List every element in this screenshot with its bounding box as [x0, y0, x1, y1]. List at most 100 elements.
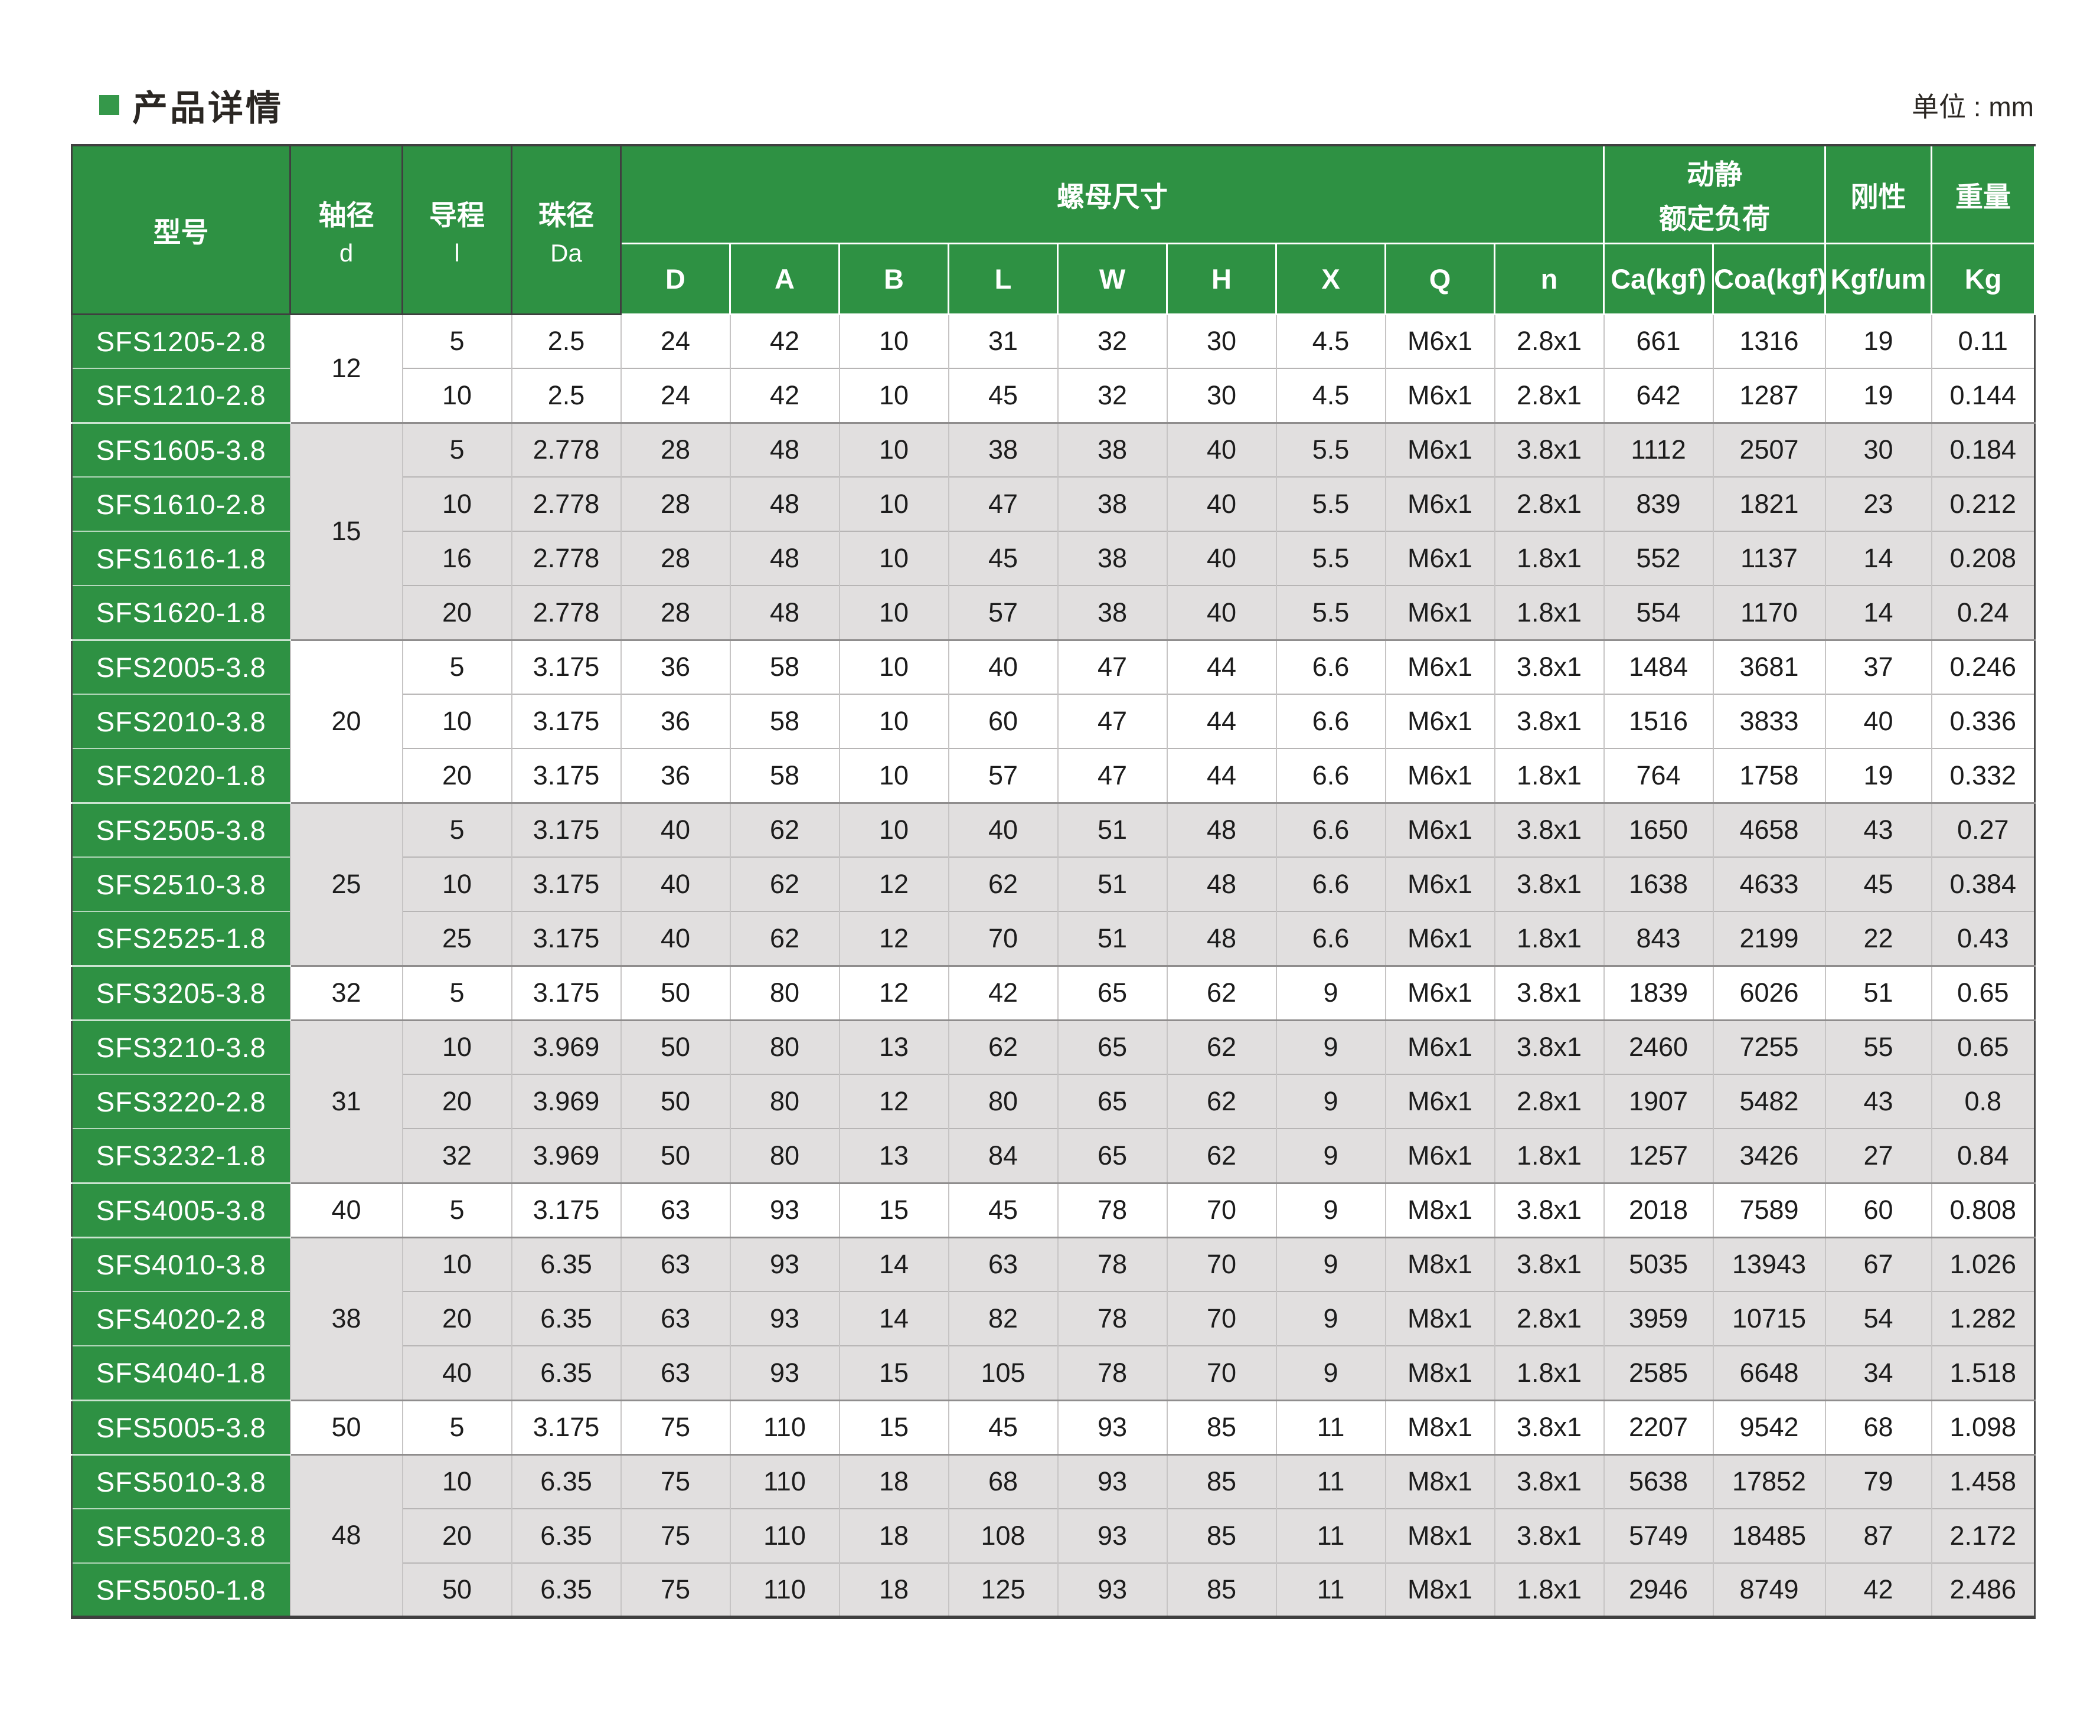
cell-D: 36: [620, 694, 730, 748]
cell-n: 3.8x1: [1494, 421, 1604, 477]
sub-header-A: A: [729, 242, 840, 315]
cell-H: 70: [1166, 1291, 1276, 1346]
cell-B: 18: [838, 1508, 949, 1563]
cell-ca-load: 1484: [1603, 639, 1713, 694]
cell-weight: 0.144: [1931, 368, 2035, 423]
cell-B: 13: [838, 1128, 949, 1183]
col-header-lead: 导程 l: [401, 144, 512, 315]
cell-ca-load: 1257: [1603, 1128, 1713, 1183]
cell-X: 9: [1275, 1345, 1386, 1400]
cell-A: 93: [729, 1182, 840, 1237]
cell-W: 32: [1057, 313, 1167, 368]
cell-A: 42: [729, 313, 840, 368]
sub-header-row: D A B L W H X Q n Ca(kgf) Coa(kgf) Kgf/u…: [72, 242, 2036, 315]
cell-weight: 1.282: [1931, 1291, 2035, 1346]
cell-D: 63: [620, 1345, 730, 1400]
cell-W: 51: [1057, 911, 1167, 966]
cell-X: 6.6: [1275, 748, 1386, 803]
cell-L: 40: [948, 802, 1058, 857]
product-spec-table: 型号 轴径 d 导程 l 珠径 Da 螺母尺寸 动静 额定负荷 刚性 重量 D A B …: [71, 144, 2036, 1619]
cell-Q: M6x1: [1384, 368, 1495, 423]
col-header-shaft-diameter: 轴径 d: [289, 144, 403, 315]
cell-A: 58: [729, 639, 840, 694]
cell-D: 50: [620, 1074, 730, 1129]
col-header-rigidity: 刚性: [1824, 144, 1933, 244]
cell-D: 28: [620, 421, 730, 477]
cell-n: 2.8x1: [1494, 368, 1604, 423]
cell-ca-load: 661: [1603, 313, 1713, 368]
cell-X: 9: [1275, 1236, 1386, 1292]
cell-ca-load: 1638: [1603, 856, 1713, 911]
cell-ca-load: 552: [1603, 531, 1713, 586]
cell-D: 36: [620, 639, 730, 694]
cell-B: 15: [838, 1345, 949, 1400]
cell-B: 12: [838, 856, 949, 911]
cell-coa-load: 1821: [1712, 476, 1825, 531]
cell-lead: 5: [401, 313, 512, 368]
cell-lead: 10: [401, 856, 512, 911]
cell-B: 10: [838, 368, 949, 423]
cell-L: 57: [948, 748, 1058, 803]
cell-weight: 0.43: [1931, 911, 2035, 966]
cell-weight: 0.212: [1931, 476, 2035, 531]
table-row: SFS2020-1.8 20 3.175 36 58 10 57 47 44 6.6 M6x1 1.8…: [71, 748, 2035, 803]
cell-B: 10: [838, 639, 949, 694]
page-header: 产品详情 单位 : mm: [99, 76, 2034, 135]
cell-B: 13: [838, 1019, 949, 1074]
table-row: SFS4005-3.8 40 5 3.175 63 93 15 45 78 70 9 M8x1 3.8x…: [71, 1182, 2035, 1237]
cell-coa-load: 5482: [1712, 1074, 1825, 1129]
cell-L: 84: [948, 1128, 1058, 1183]
cell-X: 6.6: [1275, 856, 1386, 911]
table-row: SFS1605-3.8 15 5 2.778 28 48 10 38 38 40 5.5 M6x1 3.…: [71, 421, 2035, 640]
table-row: SFS1205-2.8 12 5 2.5 24 42 10 31 32 30 4.5 M6x1 2.8x…: [71, 313, 2035, 423]
cell-Q: M6x1: [1384, 856, 1495, 911]
cell-lead: 20: [401, 585, 512, 640]
cell-L: 60: [948, 694, 1058, 748]
table-row: SFS2510-3.8 10 3.175 40 62 12 62 51 48 6.6 M6x1 3.8…: [71, 856, 2035, 911]
cell-X: 4.5: [1275, 368, 1386, 423]
cell-ca-load: 5035: [1603, 1236, 1713, 1292]
table-row: SFS1210-2.8 10 2.5 24 42 10 45 32 30 4.5 M6x1 2.8x1…: [71, 368, 2035, 423]
cell-D: 40: [620, 802, 730, 857]
cell-H: 44: [1166, 694, 1276, 748]
sub-header-W: W: [1057, 242, 1168, 315]
cell-W: 47: [1057, 748, 1167, 803]
cell-W: 78: [1057, 1236, 1167, 1292]
cell-ca-load: 764: [1603, 748, 1713, 803]
cell-H: 30: [1166, 313, 1276, 368]
cell-H: 85: [1166, 1453, 1276, 1509]
cell-Q: M8x1: [1384, 1182, 1495, 1237]
cell-W: 65: [1057, 965, 1167, 1020]
cell-ball-diameter: 3.175: [511, 748, 621, 803]
cell-rigidity: 37: [1824, 639, 1932, 694]
cell-ball-diameter: 3.175: [511, 1399, 621, 1454]
cell-ball-diameter: 6.35: [511, 1453, 621, 1509]
cell-A: 42: [729, 368, 840, 423]
cell-D: 28: [620, 585, 730, 640]
cell-weight: 0.336: [1931, 694, 2035, 748]
cell-n: 3.8x1: [1494, 1508, 1604, 1563]
cell-rigidity: 68: [1824, 1399, 1932, 1454]
cell-X: 5.5: [1275, 531, 1386, 586]
cell-weight: 0.332: [1931, 748, 2035, 803]
cell-Q: M6x1: [1384, 531, 1495, 586]
cell-X: 9: [1275, 1019, 1386, 1074]
cell-n: 3.8x1: [1494, 856, 1604, 911]
cell-Q: M8x1: [1384, 1291, 1495, 1346]
cell-A: 58: [729, 694, 840, 748]
cell-lead: 5: [401, 802, 512, 857]
cell-H: 62: [1166, 1128, 1276, 1183]
cell-W: 65: [1057, 1019, 1167, 1074]
model-cell: SFS1205-2.8: [71, 313, 290, 368]
cell-ball-diameter: 6.35: [511, 1345, 621, 1400]
cell-weight: 2.172: [1931, 1508, 2035, 1563]
cell-A: 80: [729, 1019, 840, 1074]
cell-ball-diameter: 6.35: [511, 1291, 621, 1346]
cell-W: 32: [1057, 368, 1167, 423]
model-cell: SFS4010-3.8: [71, 1236, 290, 1292]
sub-header-n: n: [1493, 242, 1605, 315]
cell-L: 62: [948, 1019, 1058, 1074]
cell-X: 6.6: [1275, 694, 1386, 748]
cell-coa-load: 1287: [1712, 368, 1825, 423]
model-cell: SFS4020-2.8: [71, 1291, 290, 1346]
